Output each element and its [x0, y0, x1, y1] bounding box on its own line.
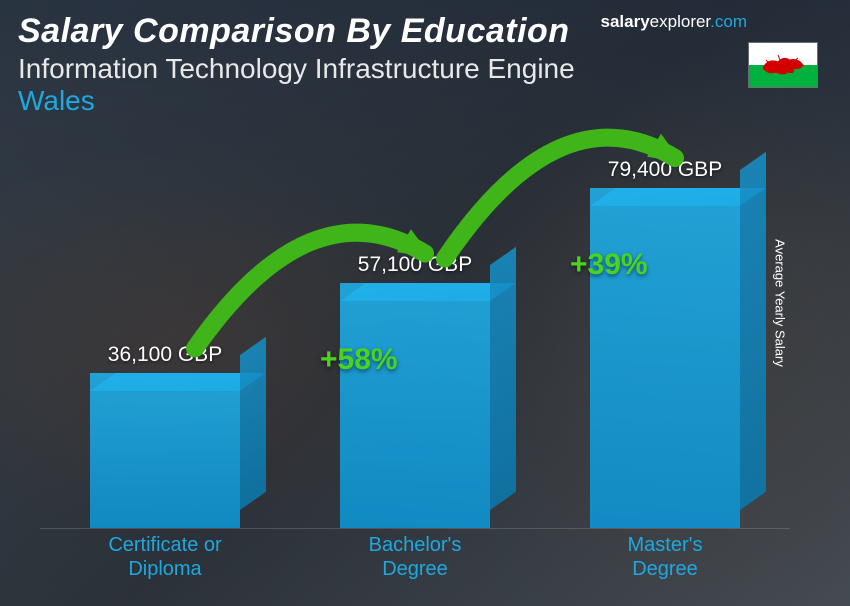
bar-side — [740, 152, 766, 510]
x-axis-label: Certificate orDiploma — [65, 529, 265, 586]
site-logo: salaryexplorer.com — [601, 12, 748, 32]
bar-chart: 36,100 GBP 57,100 GBP 79,400 GBP Certifi… — [40, 140, 790, 586]
logo-light: explorer — [650, 12, 710, 31]
x-axis-label: Master'sDegree — [565, 529, 765, 586]
bar-group: 79,400 GBP — [565, 158, 765, 528]
bar-3d — [340, 283, 490, 528]
bar-front — [340, 283, 490, 528]
increment-pct: +58% — [320, 343, 398, 377]
bar-side — [490, 247, 516, 510]
x-axis-label: Bachelor'sDegree — [315, 529, 515, 586]
bar-group: 36,100 GBP — [65, 343, 265, 528]
bar-3d — [590, 188, 740, 528]
bar-value-label: 57,100 GBP — [358, 253, 472, 277]
chart-subtitle: Information Technology Infrastructure En… — [18, 53, 832, 85]
logo-dotcom: .com — [710, 12, 747, 31]
flag-emblem — [749, 43, 817, 87]
bar-front — [90, 373, 240, 528]
flag-icon — [748, 42, 818, 88]
logo-bold: salary — [601, 12, 650, 31]
bar-value-label: 79,400 GBP — [608, 158, 722, 182]
increment-pct: +39% — [570, 248, 648, 282]
chart-region: Wales — [18, 85, 832, 117]
bar-front — [590, 188, 740, 528]
bar-side — [240, 337, 266, 510]
bar-3d — [90, 373, 240, 528]
bar-group: 57,100 GBP — [315, 253, 515, 528]
x-axis: Certificate orDiploma Bachelor'sDegree Mas… — [40, 528, 790, 586]
header: Salary Comparison By Education Informati… — [18, 12, 832, 117]
bars-container: 36,100 GBP 57,100 GBP 79,400 GBP — [40, 140, 790, 528]
bar-value-label: 36,100 GBP — [108, 343, 222, 367]
